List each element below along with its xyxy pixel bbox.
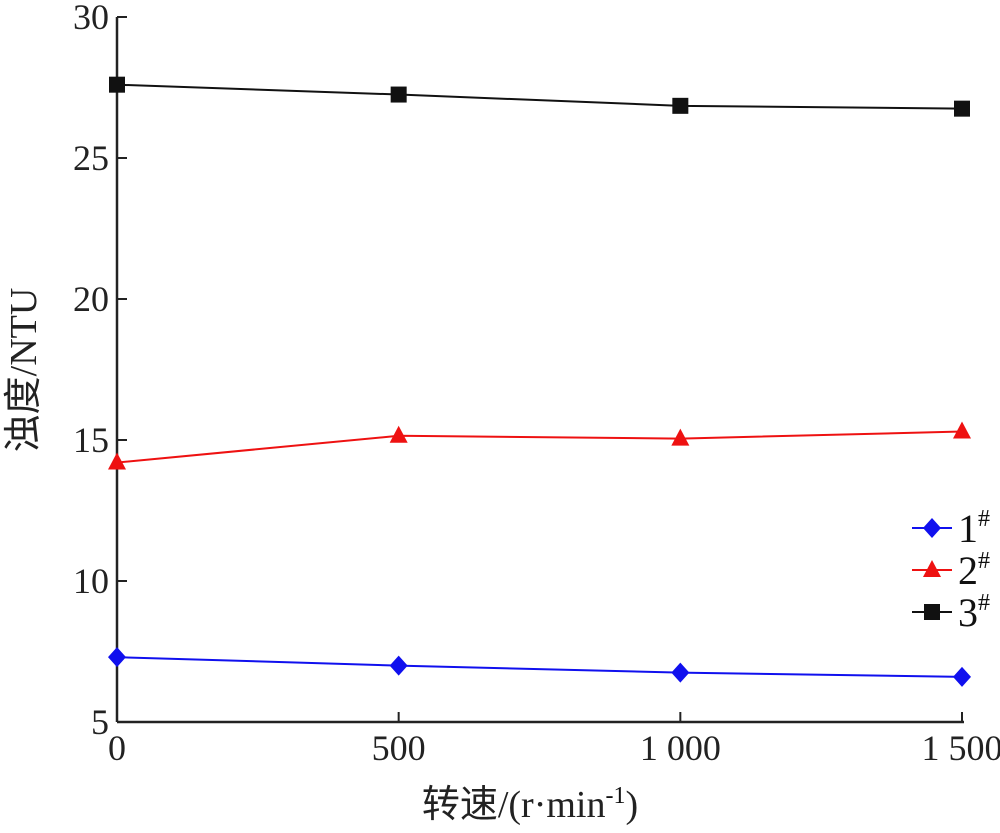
x-tick-label: 1 500 <box>922 728 1000 768</box>
legend-label: 3# <box>958 590 990 635</box>
data-point <box>671 428 690 446</box>
data-point <box>390 86 407 103</box>
x-tick-label: 500 <box>372 728 426 768</box>
y-tick-label: 5 <box>91 702 109 742</box>
legend: 1#2#3# <box>912 506 990 635</box>
legend-entry: 2# <box>912 548 990 593</box>
series-line <box>116 83 963 110</box>
x-axis-title-close: ) <box>625 784 638 826</box>
series-2 <box>108 421 971 470</box>
series-1 <box>108 647 971 687</box>
data-point <box>953 421 971 439</box>
x-tick-label: 0 <box>108 728 126 768</box>
y-axis-title: 浊度/NTU <box>3 288 45 453</box>
data-point <box>389 425 408 443</box>
series-line <box>116 656 963 678</box>
x-axis-title-main: 转速/(r·min <box>422 784 606 826</box>
legend-marker <box>923 560 941 577</box>
data-point <box>108 647 126 668</box>
x-tick-label: 1 000 <box>640 728 721 768</box>
y-tick-label: 30 <box>73 0 109 37</box>
legend-entry: 1# <box>912 506 990 551</box>
legend-label: 2# <box>958 548 990 593</box>
series-3 <box>109 76 970 117</box>
data-point <box>108 452 126 470</box>
legend-entry: 3# <box>912 590 990 635</box>
x-axis-title-sup: -1 <box>605 783 625 809</box>
data-point <box>389 655 408 676</box>
y-axis-ticks: 5 10 15 20 25 30 <box>73 0 127 742</box>
data-point <box>671 662 690 683</box>
series-layer <box>108 76 971 687</box>
y-tick-label: 10 <box>73 561 109 601</box>
legend-marker <box>923 518 941 538</box>
y-tick-label: 25 <box>73 138 109 178</box>
data-point <box>672 97 689 114</box>
x-axis-title: 转速/(r·min-1) <box>422 783 638 826</box>
legend-marker <box>924 604 940 620</box>
y-tick-label: 15 <box>73 420 109 460</box>
series-line <box>116 430 963 464</box>
data-point <box>109 76 125 93</box>
axes <box>115 17 964 724</box>
data-point <box>954 100 970 117</box>
data-point <box>953 666 971 687</box>
y-tick-label: 20 <box>73 279 109 319</box>
x-axis-ticks: 0 500 1 000 1 500 <box>108 712 1000 768</box>
legend-label: 1# <box>958 506 990 551</box>
